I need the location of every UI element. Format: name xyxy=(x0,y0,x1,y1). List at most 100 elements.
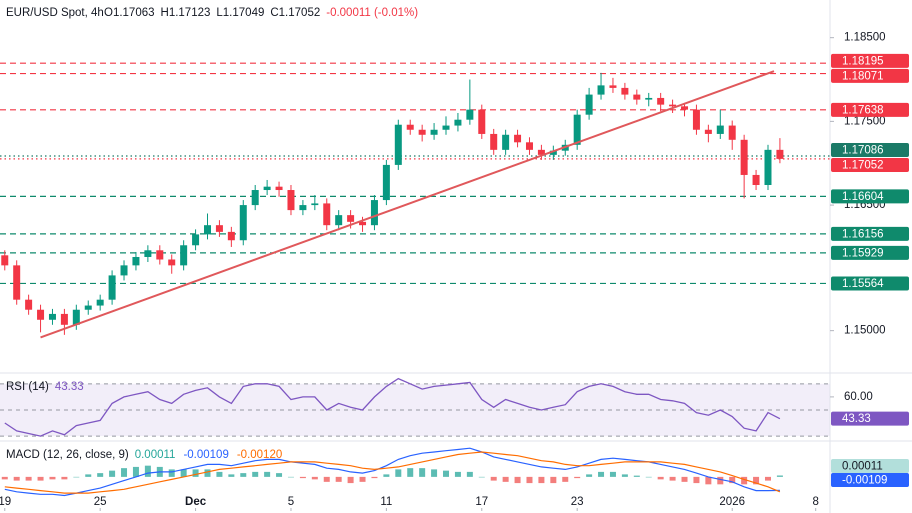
price-badge-label: 1.16156 xyxy=(842,228,884,240)
ohlc-value: O1.17063 xyxy=(104,7,155,19)
candle-body xyxy=(227,231,235,241)
histogram-bar xyxy=(132,466,139,477)
histogram-bar xyxy=(729,476,736,484)
price-badge xyxy=(831,68,909,83)
histogram-bar xyxy=(144,465,151,477)
histogram-bar xyxy=(73,476,80,478)
candle-body xyxy=(144,250,152,257)
histogram-bar xyxy=(25,476,32,481)
histogram-bar xyxy=(204,469,211,477)
candle-body xyxy=(263,186,271,191)
histogram-bar xyxy=(287,476,294,478)
candle-body xyxy=(180,245,188,266)
histogram-bar xyxy=(49,476,56,480)
candle-body xyxy=(418,129,426,135)
candle-body xyxy=(168,259,176,266)
histogram-bar xyxy=(1,476,8,480)
x-tick-label: 25 xyxy=(94,496,107,508)
histogram-bar xyxy=(61,476,68,480)
candle-body xyxy=(752,174,760,185)
candle-body xyxy=(692,109,700,130)
candle-body xyxy=(394,124,402,165)
histogram-bar xyxy=(97,473,104,477)
price-badge xyxy=(831,53,909,68)
histogram-bar xyxy=(13,476,20,481)
price-badge xyxy=(831,459,909,473)
histogram-bar xyxy=(419,468,426,477)
candle-body xyxy=(251,190,259,206)
candle-body xyxy=(549,150,557,155)
candle-body xyxy=(84,305,92,310)
histogram-bar xyxy=(264,471,271,477)
histogram-bar xyxy=(669,476,676,481)
candle-body xyxy=(490,133,498,150)
histogram-bar xyxy=(335,476,342,482)
candle-body xyxy=(633,94,641,100)
candle-body xyxy=(585,94,593,115)
histogram-bar xyxy=(383,474,390,477)
macd-line xyxy=(4,451,781,494)
candle-body xyxy=(573,114,581,145)
price-badge-label: 0.00011 xyxy=(842,461,883,473)
candle-body xyxy=(669,104,677,107)
histogram-bar xyxy=(717,476,724,485)
histogram-bar xyxy=(657,476,664,480)
candle-body xyxy=(132,256,140,266)
y-tick-label: 1.17500 xyxy=(844,115,886,127)
trendline xyxy=(40,70,775,339)
candle-body xyxy=(275,186,283,191)
candle-body xyxy=(597,85,605,95)
indicator-value: -0.00120 xyxy=(237,449,282,461)
histogram-bar xyxy=(347,476,354,484)
candle-body xyxy=(311,203,319,206)
histogram-bar xyxy=(753,476,760,485)
histogram-bar xyxy=(252,471,259,477)
x-tick-label: 11 xyxy=(380,496,392,508)
candle-body xyxy=(681,106,689,110)
candle-body xyxy=(192,234,200,246)
histogram-bar xyxy=(502,476,509,482)
histogram-bar xyxy=(395,469,402,477)
candle-body xyxy=(764,149,772,185)
price-badge-label: 43.33 xyxy=(842,413,871,425)
x-tick-label: 2026 xyxy=(719,496,745,508)
candle-body xyxy=(96,299,104,306)
histogram-bar xyxy=(121,468,128,477)
candle-body xyxy=(716,125,724,134)
candle-body xyxy=(299,205,307,211)
price-badge-label: 1.16604 xyxy=(842,191,884,203)
price-badge xyxy=(831,473,909,487)
candle-body xyxy=(60,313,68,325)
histogram-bar xyxy=(431,469,438,477)
histogram-bar xyxy=(764,476,771,481)
histogram-bar xyxy=(645,476,652,478)
histogram-bar xyxy=(705,476,712,485)
histogram-bar xyxy=(109,470,116,477)
candle-body xyxy=(609,85,617,88)
candle-body xyxy=(359,221,367,226)
candle-body xyxy=(466,109,474,120)
histogram-bar xyxy=(311,476,318,480)
candle-body xyxy=(657,97,665,105)
price-badge xyxy=(831,226,909,241)
x-tick-label: Dec xyxy=(185,496,207,508)
candle-body xyxy=(108,275,116,300)
histogram-bar xyxy=(454,471,461,477)
histogram-bar xyxy=(562,476,569,482)
price-badge-label: 1.15929 xyxy=(842,247,884,259)
histogram-bar xyxy=(407,468,414,477)
price-badge-label: 1.17052 xyxy=(842,159,884,171)
candle-body xyxy=(37,309,45,320)
y-tick-label: 1.15000 xyxy=(844,325,886,337)
candle-body xyxy=(740,139,748,175)
x-tick-label: 8 xyxy=(812,496,818,508)
histogram-bar xyxy=(598,471,605,477)
histogram-bar xyxy=(85,474,92,477)
candle-body xyxy=(728,125,736,140)
candle-body xyxy=(13,265,21,300)
indicator-title: MACD (12, 26, close, 9) xyxy=(6,449,129,461)
y-tick-label: 60.00 xyxy=(844,391,873,403)
price-badge-label: 1.17086 xyxy=(842,144,884,156)
